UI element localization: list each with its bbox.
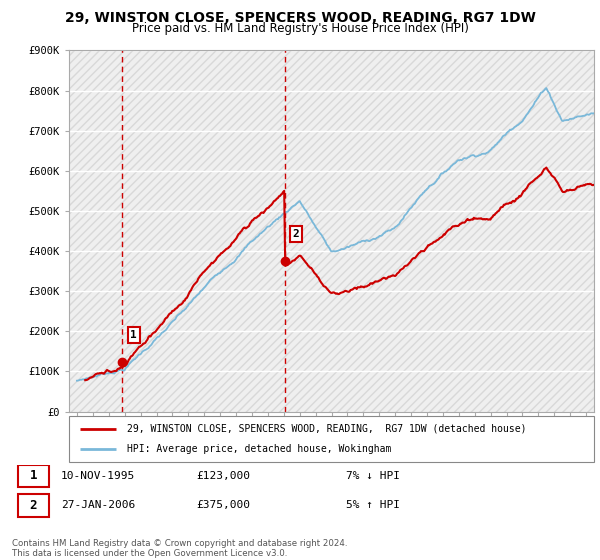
Text: 2: 2 [293,229,299,239]
Text: HPI: Average price, detached house, Wokingham: HPI: Average price, detached house, Woki… [127,444,391,454]
Text: 5% ↑ HPI: 5% ↑ HPI [346,501,400,510]
FancyBboxPatch shape [69,416,594,462]
Text: 27-JAN-2006: 27-JAN-2006 [61,501,135,510]
FancyBboxPatch shape [18,465,49,487]
Text: 1: 1 [130,330,137,340]
Text: 7% ↓ HPI: 7% ↓ HPI [346,471,400,481]
Text: 10-NOV-1995: 10-NOV-1995 [61,471,135,481]
Text: £375,000: £375,000 [196,501,250,510]
Text: 29, WINSTON CLOSE, SPENCERS WOOD, READING, RG7 1DW: 29, WINSTON CLOSE, SPENCERS WOOD, READIN… [65,11,535,25]
Text: Price paid vs. HM Land Registry's House Price Index (HPI): Price paid vs. HM Land Registry's House … [131,22,469,35]
Text: 2: 2 [29,499,37,512]
Text: Contains HM Land Registry data © Crown copyright and database right 2024.
This d: Contains HM Land Registry data © Crown c… [12,539,347,558]
FancyBboxPatch shape [18,494,49,516]
Text: £123,000: £123,000 [196,471,250,481]
Text: 29, WINSTON CLOSE, SPENCERS WOOD, READING,  RG7 1DW (detached house): 29, WINSTON CLOSE, SPENCERS WOOD, READIN… [127,424,526,434]
Text: 1: 1 [29,469,37,483]
